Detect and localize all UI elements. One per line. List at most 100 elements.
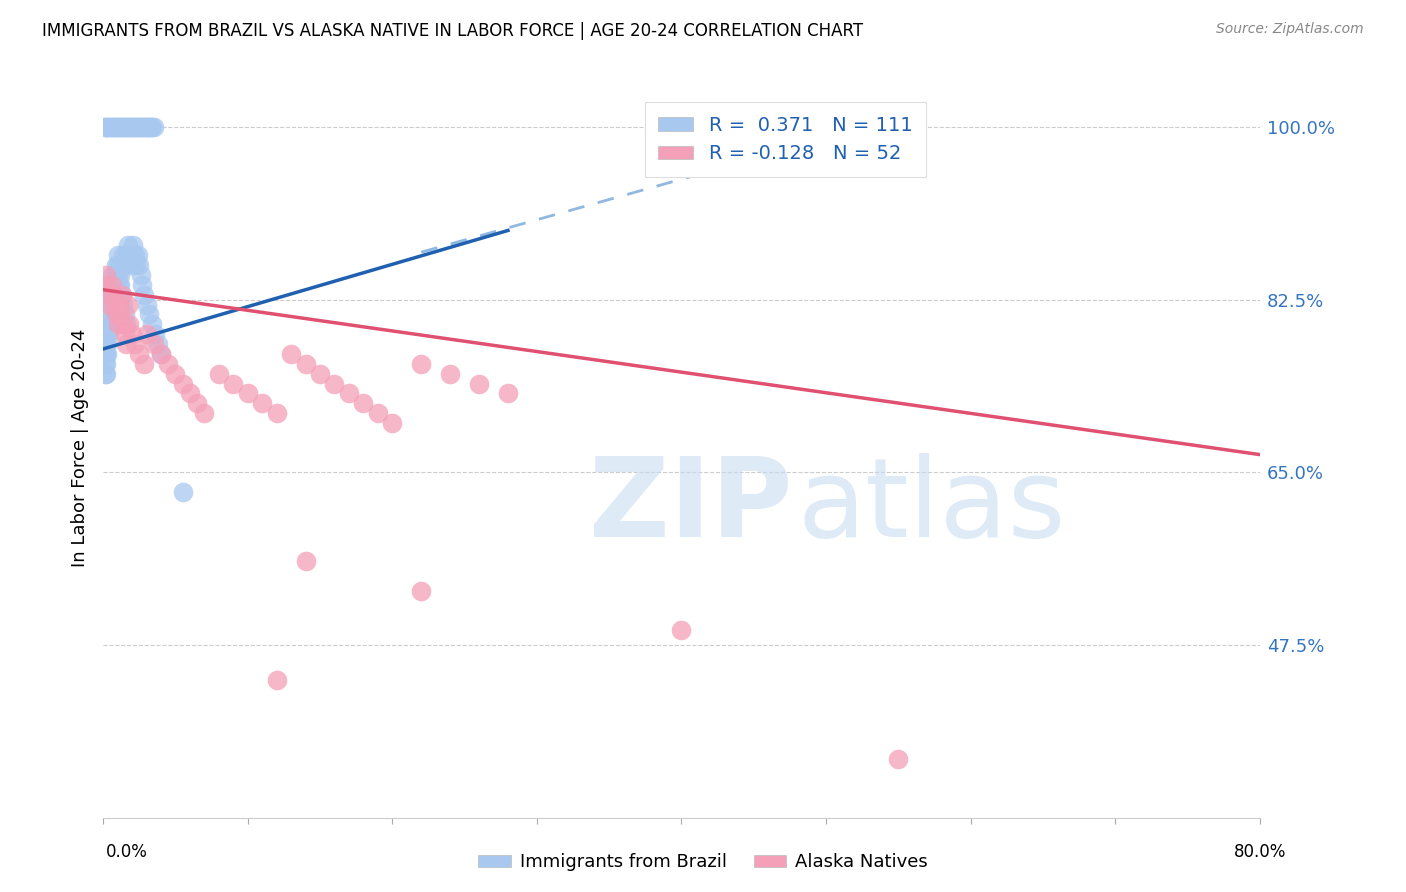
Point <box>172 485 194 500</box>
Point <box>134 120 156 134</box>
Point <box>96 347 118 361</box>
Point <box>496 386 519 401</box>
Point <box>114 327 136 342</box>
Point <box>97 120 120 134</box>
Point <box>108 120 131 134</box>
Point <box>97 327 120 342</box>
Point <box>94 367 117 381</box>
Point <box>132 120 155 134</box>
Point <box>266 406 288 420</box>
Point <box>141 120 163 134</box>
Point <box>112 318 135 332</box>
Point <box>101 277 124 292</box>
Point <box>127 248 149 262</box>
Point <box>142 337 165 351</box>
Point <box>124 248 146 262</box>
Point <box>107 318 129 332</box>
Legend: R =  0.371   N = 111, R = -0.128   N = 52: R = 0.371 N = 111, R = -0.128 N = 52 <box>645 102 927 177</box>
Point <box>128 347 150 361</box>
Point <box>112 248 135 262</box>
Point <box>367 406 389 420</box>
Point <box>101 120 124 134</box>
Point <box>93 297 115 311</box>
Text: ZIP: ZIP <box>589 453 793 560</box>
Point <box>117 120 139 134</box>
Point <box>135 297 157 311</box>
Point <box>96 277 118 292</box>
Point <box>186 396 208 410</box>
Point <box>146 337 169 351</box>
Point <box>120 120 142 134</box>
Point <box>129 120 152 134</box>
Point <box>97 307 120 321</box>
Text: atlas: atlas <box>797 453 1066 560</box>
Point <box>96 318 118 332</box>
Point <box>97 318 120 332</box>
Point <box>94 337 117 351</box>
Point <box>139 120 162 134</box>
Point <box>98 287 121 301</box>
Point <box>138 120 160 134</box>
Point <box>118 248 141 262</box>
Text: Source: ZipAtlas.com: Source: ZipAtlas.com <box>1216 22 1364 37</box>
Point <box>98 297 121 311</box>
Point <box>671 624 693 638</box>
Point <box>104 120 127 134</box>
Point <box>96 307 118 321</box>
Point <box>250 396 273 410</box>
Point <box>143 327 166 342</box>
Point <box>179 386 201 401</box>
Point <box>96 327 118 342</box>
Point <box>142 120 165 134</box>
Point <box>111 258 134 272</box>
Point <box>108 277 131 292</box>
Point <box>122 238 145 252</box>
Point <box>96 120 118 134</box>
Point <box>110 120 132 134</box>
Point <box>411 583 433 598</box>
Point <box>352 396 374 410</box>
Point <box>94 268 117 282</box>
Point <box>105 307 128 321</box>
Point <box>222 376 245 391</box>
Point <box>115 248 138 262</box>
Point <box>125 258 148 272</box>
Point <box>157 357 180 371</box>
Point <box>124 120 146 134</box>
Point <box>93 327 115 342</box>
Point <box>114 307 136 321</box>
Point <box>127 120 149 134</box>
Point <box>101 287 124 301</box>
Point <box>107 120 129 134</box>
Point <box>132 287 155 301</box>
Point <box>117 238 139 252</box>
Point <box>120 258 142 272</box>
Point <box>97 287 120 301</box>
Point <box>98 120 121 134</box>
Point <box>294 554 316 568</box>
Point <box>136 120 159 134</box>
Point <box>124 337 146 351</box>
Point <box>98 307 121 321</box>
Point <box>141 318 163 332</box>
Point <box>108 297 131 311</box>
Text: IMMIGRANTS FROM BRAZIL VS ALASKA NATIVE IN LABOR FORCE | AGE 20-24 CORRELATION C: IMMIGRANTS FROM BRAZIL VS ALASKA NATIVE … <box>42 22 863 40</box>
Point <box>101 268 124 282</box>
Point <box>94 318 117 332</box>
Point <box>323 376 346 391</box>
Point <box>94 357 117 371</box>
Point <box>468 376 491 391</box>
Point <box>115 120 138 134</box>
Point <box>149 347 172 361</box>
Point <box>93 367 115 381</box>
Point <box>128 120 150 134</box>
Point <box>93 307 115 321</box>
Point <box>110 277 132 292</box>
Point <box>280 347 302 361</box>
Text: 80.0%: 80.0% <box>1234 843 1286 861</box>
Point <box>131 277 153 292</box>
Point <box>309 367 332 381</box>
Point <box>98 277 121 292</box>
Point <box>208 367 231 381</box>
Point <box>337 386 360 401</box>
